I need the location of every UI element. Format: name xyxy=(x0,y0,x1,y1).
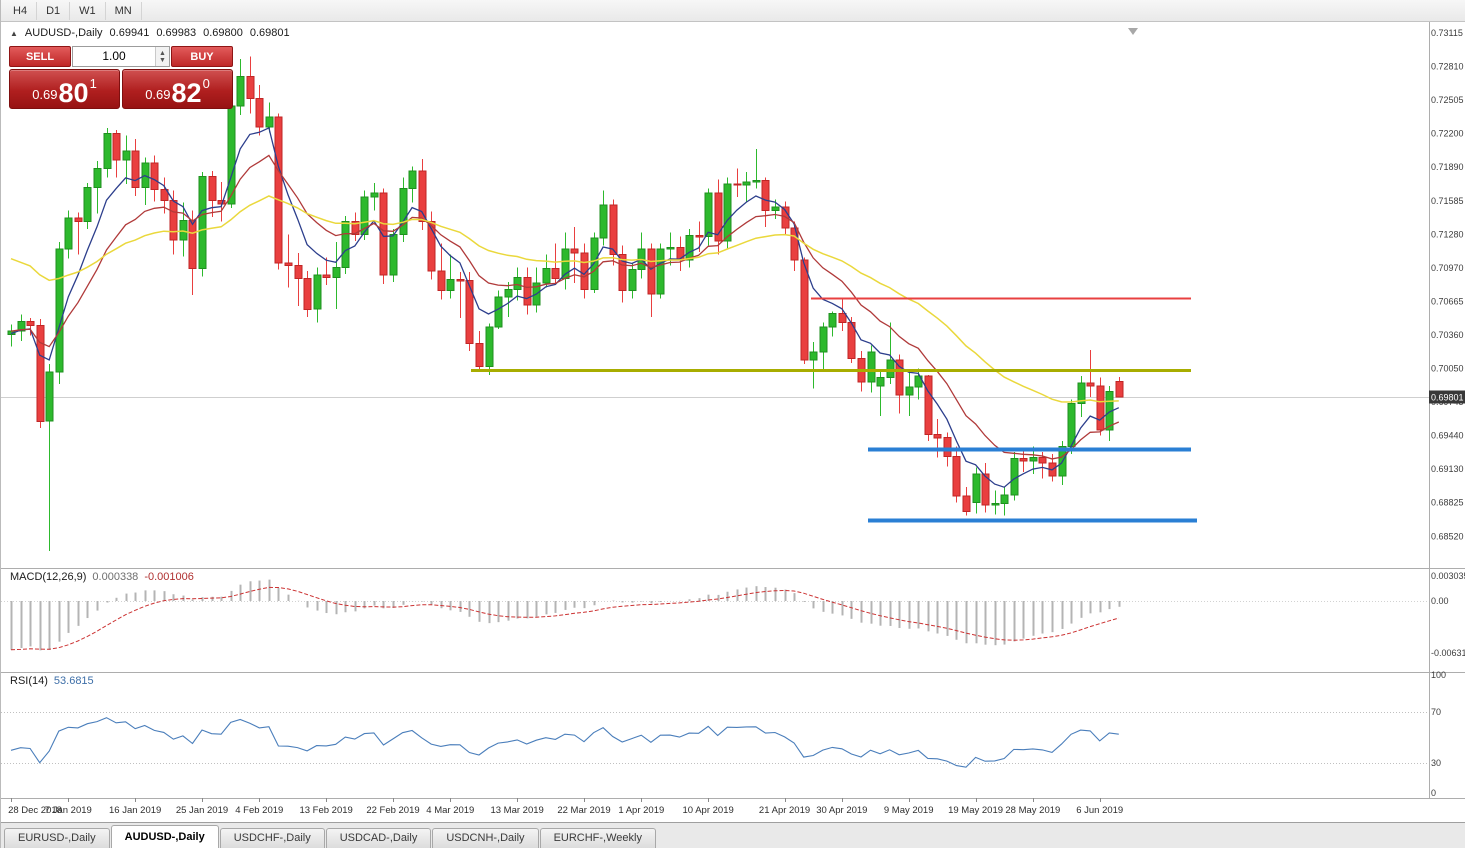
price-axis-label: 0.71585 xyxy=(1431,196,1464,206)
svg-text:70: 70 xyxy=(1431,707,1441,717)
price-axis-label: 0.70970 xyxy=(1431,263,1464,273)
candlestick-series xyxy=(7,56,1124,551)
sell-button[interactable]: SELL xyxy=(9,46,71,67)
svg-text:0.00: 0.00 xyxy=(1431,596,1449,606)
one-click-trade-panel: SELL 1.00 ▲ ▼ BUY 0.69 80 1 0.69 82 0 xyxy=(9,46,233,109)
price-axis-label: 0.68825 xyxy=(1431,498,1464,508)
macd-indicator: 0.003035 0.00 -0.006311 xyxy=(1,571,1465,658)
date-axis-label: 28 Dec 2018 xyxy=(8,805,62,816)
date-axis-label: 25 Jan 2019 xyxy=(176,805,228,816)
horizontal-lines xyxy=(471,297,1197,523)
price-axis-label: 0.72810 xyxy=(1431,62,1464,72)
rsi-indicator: 100 70 30 0 xyxy=(1,670,1446,798)
svg-text:-0.006311: -0.006311 xyxy=(1431,648,1465,658)
timeframe-button-d1[interactable]: D1 xyxy=(37,1,71,20)
chart-tabs-bar: EURUSD-,Daily AUDUSD-,Daily USDCHF-,Dail… xyxy=(1,822,1465,848)
pane-dividers xyxy=(1,22,1465,799)
sell-price-box[interactable]: 0.69 80 1 xyxy=(9,69,120,109)
ma-fast-line xyxy=(10,126,1120,488)
bar-open-value: 0.69941 xyxy=(109,27,150,39)
chart-symbol-label: AUDUSD-,Daily xyxy=(24,27,103,39)
tab-usdcad-daily[interactable]: USDCAD-,Daily xyxy=(325,828,432,848)
buy-price-sup: 0 xyxy=(202,76,210,91)
sell-price-sup: 1 xyxy=(89,76,97,91)
bar-low-value: 0.69800 xyxy=(203,27,243,39)
volume-control[interactable]: 1.00 ▲ ▼ xyxy=(72,46,170,67)
buy-price-box[interactable]: 0.69 82 0 xyxy=(122,69,233,109)
chart-background xyxy=(1,22,1465,822)
price-axis-label: 0.72505 xyxy=(1431,95,1464,105)
macd-signal-value: -0.001006 xyxy=(144,571,194,583)
bar-close-value: 0.69801 xyxy=(249,27,290,39)
price-axis-label: 0.73115 xyxy=(1431,28,1463,38)
current-price-marker: 0.69801 xyxy=(1429,390,1465,404)
rsi-value: 53.6815 xyxy=(53,675,94,687)
date-axis-label: 4 Mar 2019 xyxy=(426,805,474,816)
svg-text:100: 100 xyxy=(1431,670,1446,680)
date-axis-label: 13 Mar 2019 xyxy=(490,805,543,816)
timeframe-button-w1[interactable]: W1 xyxy=(70,1,106,20)
buy-price-big: 82 xyxy=(171,78,202,109)
date-axis-label: 28 May 2019 xyxy=(1005,805,1060,816)
macd-main-value: 0.000338 xyxy=(92,571,139,583)
volume-input[interactable]: 1.00 xyxy=(102,49,126,63)
spinner-up-icon[interactable]: ▲ xyxy=(159,49,166,57)
price-axis-label: 0.70665 xyxy=(1431,296,1464,306)
bar-high-value: 0.69983 xyxy=(156,27,197,39)
date-axis-label: 7 Jan 2019 xyxy=(45,805,92,816)
date-axis-label: 30 Apr 2019 xyxy=(816,805,867,816)
macd-name: MACD(12,26,9) xyxy=(10,571,87,583)
buy-button[interactable]: BUY xyxy=(171,46,233,67)
volume-spinner[interactable]: ▲ ▼ xyxy=(155,47,169,66)
svg-text:0.003035: 0.003035 xyxy=(1431,571,1465,581)
date-axis-label: 6 Jun 2019 xyxy=(1076,805,1123,816)
chart-area: 0.73115 0.72810 0.72505 0.72200 0.71890 0.715… xyxy=(1,22,1465,822)
price-axis-label: 0.71280 xyxy=(1431,229,1464,239)
timeframe-button-h4[interactable]: H4 xyxy=(4,1,38,20)
tab-eurusd-daily[interactable]: EURUSD-,Daily xyxy=(4,828,110,848)
sell-price-prefix: 0.69 xyxy=(32,87,58,102)
date-axis-label: 22 Feb 2019 xyxy=(366,805,419,816)
tab-audusd-daily[interactable]: AUDUSD-,Daily xyxy=(110,825,219,848)
ma-mid-line xyxy=(10,154,1120,460)
tab-usdcnh-daily[interactable]: USDCNH-,Daily xyxy=(432,828,539,848)
buy-price-prefix: 0.69 xyxy=(145,87,171,102)
tick-direction-icon: ▲ xyxy=(10,28,18,38)
price-axis: 0.73115 0.72810 0.72505 0.72200 0.71890 0.715… xyxy=(1431,28,1464,541)
price-axis-label: 0.70050 xyxy=(1431,364,1464,374)
price-axis-label: 0.72200 xyxy=(1431,129,1464,139)
ma-slow-line xyxy=(10,195,1119,403)
date-axis-label: 10 Apr 2019 xyxy=(683,805,734,816)
tab-usdchf-daily[interactable]: USDCHF-,Daily xyxy=(219,828,325,848)
chart-shift-marker[interactable] xyxy=(1128,28,1138,35)
chart-canvas[interactable]: 0.73115 0.72810 0.72505 0.72200 0.71890 0.715… xyxy=(1,22,1465,822)
price-axis-label: 0.68520 xyxy=(1431,531,1464,541)
svg-text:30: 30 xyxy=(1431,758,1441,768)
date-axis-label: 22 Mar 2019 xyxy=(557,805,610,816)
date-axis-label: 13 Feb 2019 xyxy=(299,805,352,816)
date-axis-label: 4 Feb 2019 xyxy=(235,805,283,816)
timeframe-toolbar: H4 D1 W1 MN xyxy=(1,0,1465,22)
chart-title: ▲ AUDUSD-,Daily 0.69941 0.69983 0.69800 … xyxy=(10,27,290,39)
date-axis-label: 19 May 2019 xyxy=(948,805,1003,816)
rsi-label: RSI(14) 53.6815 xyxy=(10,675,94,687)
price-axis-label: 0.69130 xyxy=(1431,464,1464,474)
svg-text:0.69801: 0.69801 xyxy=(1431,393,1464,403)
price-axis-label: 0.70360 xyxy=(1431,330,1464,340)
tab-eurchf-weekly[interactable]: EURCHF-,Weekly xyxy=(539,828,656,848)
sell-price-big: 80 xyxy=(58,78,89,109)
date-axis-label: 9 May 2019 xyxy=(884,805,934,816)
price-axis-label: 0.71890 xyxy=(1431,162,1464,172)
rsi-name: RSI(14) xyxy=(10,675,48,687)
macd-label: MACD(12,26,9) 0.000338 -0.001006 xyxy=(10,571,194,583)
price-axis-label: 0.69440 xyxy=(1431,431,1464,441)
date-axis-label: 1 Apr 2019 xyxy=(618,805,664,816)
date-axis-label: 21 Apr 2019 xyxy=(759,805,810,816)
date-axis-label: 16 Jan 2019 xyxy=(109,805,161,816)
spinner-down-icon[interactable]: ▼ xyxy=(159,56,166,64)
svg-text:0: 0 xyxy=(1431,788,1436,798)
timeframe-button-mn[interactable]: MN xyxy=(106,1,142,20)
